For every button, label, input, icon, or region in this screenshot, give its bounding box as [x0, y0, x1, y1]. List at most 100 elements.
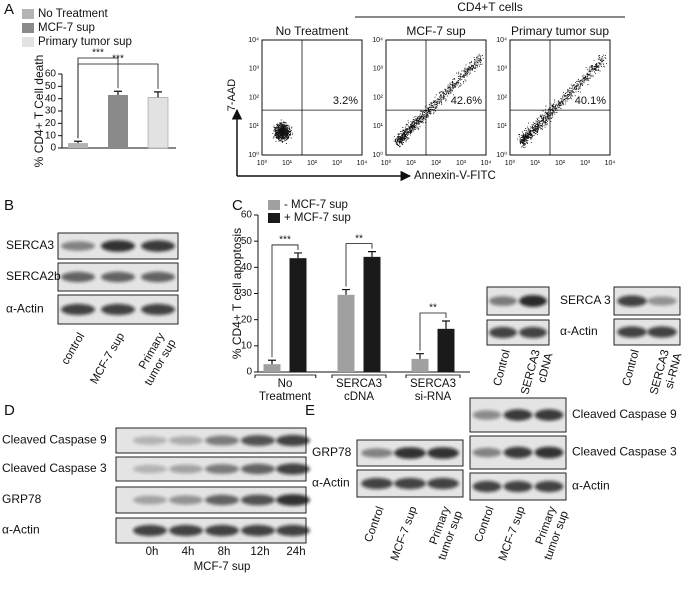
y-tick-label: 10¹ [373, 123, 384, 130]
blot-band [169, 436, 203, 445]
blot-row-label: α-Actin [312, 476, 350, 490]
panel-label: C [232, 197, 243, 214]
blot-band [133, 495, 167, 505]
blot-band [169, 524, 203, 537]
flow-x-label: Annexin-V-FITC [414, 170, 496, 182]
blot-band [101, 303, 135, 316]
blot-lane-label: Control [363, 505, 387, 544]
x-tick-label: 10⁰ [381, 159, 392, 167]
blot-band [519, 295, 547, 307]
bar [68, 143, 88, 148]
blot-row-label: GRP78 [2, 492, 42, 506]
y-tick-label: 20 [241, 314, 253, 325]
panel-label: E [305, 402, 315, 419]
bar [108, 94, 128, 148]
x-tick-label: 10¹ [530, 160, 541, 167]
y-tick-label: 10¹ [497, 123, 508, 130]
blot-band [205, 524, 239, 537]
flow-events [272, 119, 294, 144]
legend-swatch [22, 37, 34, 47]
significance-label: ** [355, 233, 363, 244]
blot-lane-label: Primarytumor sup [424, 505, 465, 562]
x-tick-label: 10⁴ [481, 160, 492, 167]
y-tick-label: 10² [497, 94, 508, 101]
blot-row-label: SERCA 3 [560, 293, 611, 307]
blot-row-label: α-Actin [572, 479, 610, 493]
y-tick-label: 20 [45, 118, 57, 129]
blot-lane-label: Control [621, 348, 642, 387]
legend-label: No Treatment [38, 8, 108, 20]
y-tick-label: 50 [241, 236, 253, 247]
y-tick-label: 10 [45, 130, 57, 141]
blot-row-label: Cleaved Caspase 9 [2, 433, 107, 447]
blot-band [472, 480, 502, 493]
bar [411, 358, 429, 372]
blot-band [394, 477, 426, 490]
blot-band [361, 448, 393, 458]
blot-band [489, 296, 517, 306]
error-bar [74, 140, 82, 144]
bar [363, 256, 381, 372]
blot-band [241, 494, 275, 506]
y-tick-label: 0 [50, 143, 56, 154]
y-tick-label: 10 [241, 340, 253, 351]
flow-title: No Treatment [276, 24, 349, 38]
x-tick-label: 10⁴ [605, 160, 616, 167]
blot-band [617, 295, 647, 307]
blot-lane-label: Control [492, 348, 513, 387]
blot-lane-label: SERCA3cDNA [519, 348, 555, 399]
blot-band [169, 464, 203, 474]
blot-row-label: Cleaved Caspase 9 [572, 407, 677, 421]
significance-label: ** [429, 303, 437, 314]
y-tick-label: 10² [373, 94, 384, 101]
category-bracket [254, 375, 317, 378]
blot-band [503, 409, 533, 421]
y-tick-label: 10⁴ [248, 37, 259, 44]
significance-bracket [419, 312, 447, 351]
blot-band [489, 326, 517, 339]
blot-lane-label: control [60, 331, 88, 367]
y-tick-label: 30 [241, 288, 253, 299]
y-axis-label: % CD4+ T Cell death [32, 55, 46, 168]
x-tick-label: SERCA3 si-RNA [410, 378, 456, 403]
blot-lane-label: 12h [250, 546, 269, 558]
y-tick-label: 10¹ [249, 123, 260, 130]
quadrant-percent: 3.2% [333, 95, 358, 107]
blot-row-label: SERCA2b [6, 269, 61, 283]
flow-header: CD4+T cells [457, 0, 522, 14]
blot-band [647, 326, 677, 338]
error-bar [268, 359, 276, 365]
y-tick-label: 40 [45, 93, 57, 104]
y-tick-label: 60 [45, 69, 57, 80]
y-tick-label: 30 [45, 106, 57, 117]
y-tick-label: 0 [246, 367, 252, 378]
significance-label: *** [112, 54, 124, 65]
panel-label: D [4, 402, 15, 419]
flow-events [393, 53, 484, 148]
blot-band [276, 494, 310, 506]
blot-band [361, 477, 393, 490]
blot-lane-label: SERCA3si-RNA [648, 348, 683, 399]
blot-lane-label: 0h [146, 546, 159, 558]
blot-lane-label: MCF-7 sup [88, 331, 127, 386]
quadrant-percent: 40.1% [575, 95, 606, 107]
blot-x-label: MCF-7 sup [194, 561, 251, 573]
error-bar [442, 320, 450, 329]
flow-events [517, 54, 607, 148]
blot-band [241, 435, 275, 446]
blot-row-label: Cleaved Caspase 3 [572, 445, 677, 459]
category-bracket [405, 375, 461, 378]
flow-frame [261, 39, 363, 156]
significance-bracket [271, 244, 299, 358]
blot-band [141, 240, 175, 252]
blot-band [472, 447, 502, 458]
error-bar [154, 91, 162, 98]
blot-band [205, 435, 239, 446]
blot-row-label: α-Actin [2, 523, 40, 537]
x-tick-label: 10⁰ [257, 159, 268, 167]
x-tick-label: 10⁰ [505, 159, 516, 167]
blot-row-label: Cleaved Caspase 3 [2, 461, 107, 475]
blot-row-label: SERCA3 [6, 238, 54, 252]
bar [437, 328, 455, 372]
